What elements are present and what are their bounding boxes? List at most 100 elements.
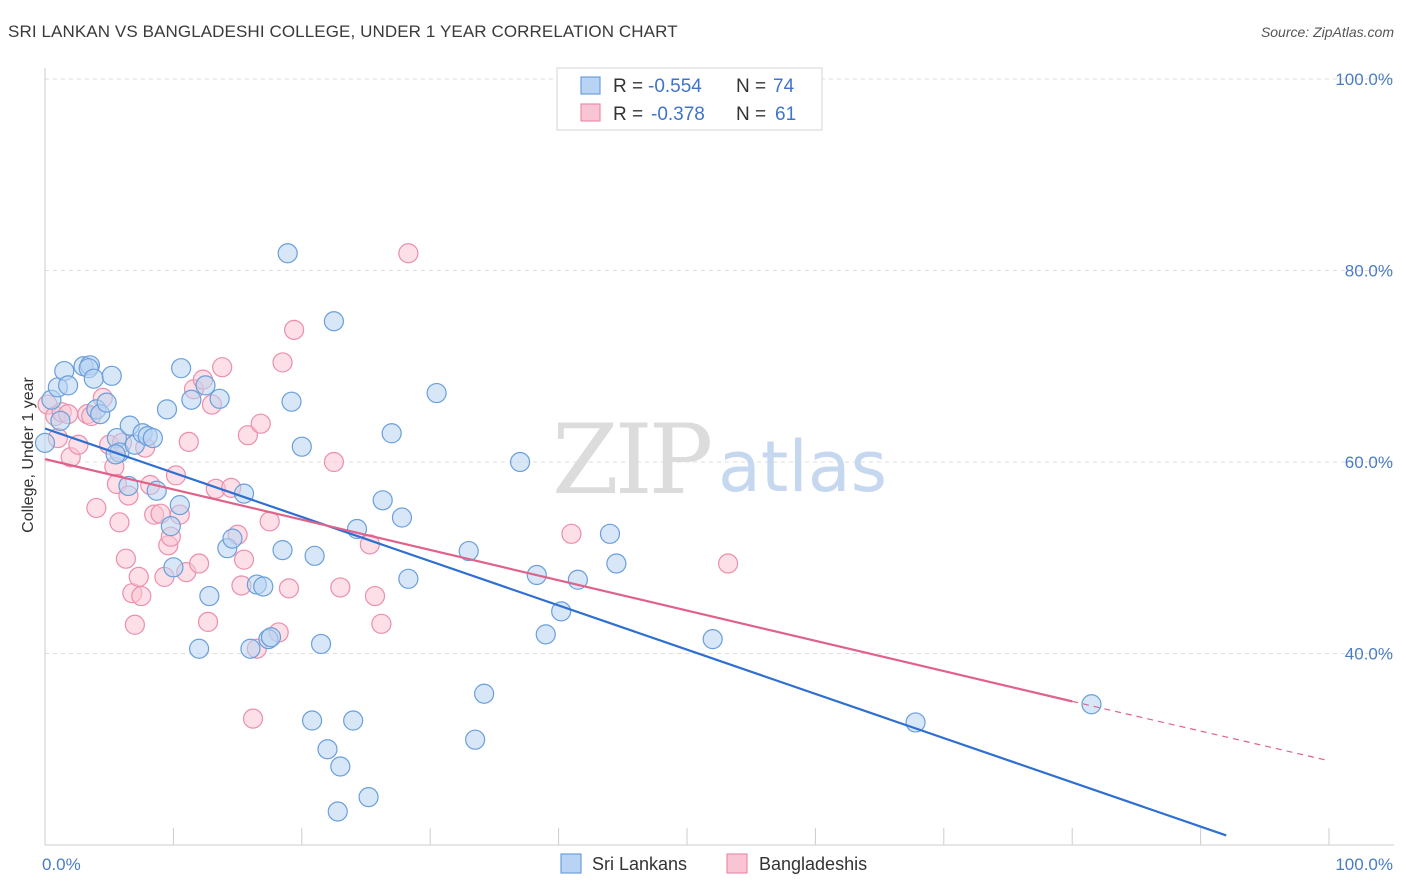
sri-lankans-point-11 (96, 392, 117, 413)
legend-r-label-sri-lankans: R = (613, 76, 643, 97)
bangladeshis-trend-extension (1072, 700, 1330, 762)
sri-lankans-trend-line (44, 427, 1227, 837)
legend-r-value-sri-lankans: -0.554 (648, 76, 702, 97)
legend-swatch-sri-lankans (580, 76, 601, 95)
sri-lankans-point-73 (105, 444, 126, 465)
bangladeshis-point-59 (561, 523, 582, 544)
sri-lankans-point-35 (240, 638, 261, 659)
sri-lankans-point-68 (606, 553, 627, 574)
bangladeshis-point-19 (124, 614, 145, 635)
bangladeshis-point-44 (237, 425, 258, 446)
y-tick-label-0: 100.0% (1335, 70, 1393, 89)
sri-lankans-point-69 (702, 629, 723, 650)
sri-lankans-point-12 (101, 365, 122, 386)
sri-lankans-point-0 (34, 432, 56, 453)
bangladeshis-point-47 (250, 413, 271, 434)
bangladeshis-point-20 (128, 566, 149, 588)
axes (44, 68, 1394, 846)
bangladeshis-point-34 (188, 553, 210, 574)
sri-lankans-point-45 (304, 545, 325, 566)
bangladeshis-point-50 (272, 352, 293, 373)
bangladeshis-trend-line (44, 458, 1073, 703)
sri-lankans-point-31 (209, 388, 230, 409)
sri-lankans-point-42 (281, 391, 302, 412)
sri-lankans-point-24 (163, 557, 184, 578)
bottom-legend-swatch-sri-lankans (560, 853, 582, 874)
sri-lankans-point-61 (474, 683, 495, 704)
sri-lankans-point-15 (118, 475, 139, 497)
x-tick-labels: 0.0% 100.0% (42, 855, 1393, 874)
watermark-zip: ZIP (552, 404, 711, 516)
sri-lankans-point-26 (171, 358, 192, 379)
sri-lankans-point-23 (160, 516, 181, 537)
x-tick-label-0: 0.0% (42, 855, 81, 874)
sri-lankans-point-28 (188, 638, 210, 659)
sri-lankans-point-22 (156, 399, 178, 420)
bangladeshis-point-39 (212, 357, 233, 378)
legend-n-label-bangladeshis: N = (736, 104, 766, 125)
watermark-atlas: atlas (718, 426, 887, 508)
sri-lankans-point-40 (272, 539, 293, 561)
bangladeshis-point-58 (398, 243, 419, 264)
sri-lankans-point-30 (199, 585, 220, 607)
sri-lankans-point-4 (58, 375, 79, 396)
sri-lankans-point-58 (426, 382, 447, 404)
sri-lankans-point-49 (327, 801, 348, 822)
bangladeshis-point-16 (115, 548, 136, 569)
y-tick-label-2: 60.0% (1345, 453, 1393, 472)
sri-lankans-point-44 (301, 710, 323, 731)
bangladeshis-point-60 (717, 553, 739, 574)
sri-lankans-point-27 (181, 389, 202, 410)
sri-lankans-point-59 (458, 540, 479, 562)
sri-lankans-point-25 (169, 494, 190, 516)
bangladeshis-point-51 (278, 578, 300, 599)
legend-n-value-sri-lankans: 74 (773, 76, 795, 97)
bangladeshis-point-54 (330, 577, 351, 598)
sri-lankans-point-47 (317, 739, 338, 760)
y-tick-label-1: 80.0% (1345, 262, 1393, 281)
bangladeshis-point-6 (68, 434, 89, 455)
sri-lankans-point-33 (222, 528, 243, 549)
legend-swatch-bangladeshis (580, 103, 601, 122)
bangladeshis-point-21 (131, 585, 152, 607)
sri-lankans-point-62 (509, 451, 531, 473)
sri-lankans-point-50 (330, 756, 351, 777)
sri-lankans-point-65 (551, 601, 572, 622)
sri-lankans-point-29 (195, 375, 216, 396)
legend-box (556, 67, 823, 131)
sri-lankans-point-46 (310, 633, 332, 655)
sri-lankans-points (34, 243, 1102, 822)
legend-n-value-bangladeshis: 61 (775, 104, 796, 125)
bottom-legend-label-sri-lankans: Sri Lankans (592, 854, 687, 874)
bottom-legend-label-bangladeshis: Bangladeshis (759, 854, 867, 874)
sri-lankans-point-72 (50, 410, 71, 431)
sri-lankans-point-43 (291, 436, 312, 457)
sri-lankans-point-64 (535, 624, 556, 645)
bangladeshis-point-57 (371, 613, 392, 634)
bangladeshis-point-14 (109, 512, 130, 533)
bangladeshis-point-9 (86, 497, 107, 519)
y-axis-label: College, Under 1 year (20, 377, 37, 533)
watermark: ZIP atlas (552, 404, 887, 516)
sri-lankans-point-57 (398, 568, 419, 589)
chart-title: SRI LANKAN VS BANGLADESHI COLLEGE, UNDER… (8, 22, 678, 41)
legend-n-label-sri-lankans: N = (736, 76, 766, 97)
chart-source: Source: ZipAtlas.com (1260, 24, 1394, 40)
x-tick-label-1: 100.0% (1335, 855, 1393, 874)
bangladeshis-point-43 (233, 549, 255, 570)
sri-lankans-point-53 (358, 787, 379, 808)
sri-lankans-point-51 (343, 710, 364, 731)
bangladeshis-point-52 (283, 319, 305, 340)
legend-r-value-bangladeshis: -0.378 (651, 104, 705, 125)
bangladeshis-point-36 (197, 611, 219, 633)
bangladeshis-point-45 (242, 708, 264, 729)
sri-lankans-point-55 (381, 423, 402, 444)
bangladeshis-point-32 (178, 431, 199, 452)
sri-lankans-point-54 (372, 490, 393, 511)
sri-lankans-point-56 (391, 507, 413, 528)
y-tick-label-3: 40.0% (1345, 645, 1393, 664)
series-legend: Sri Lankans Bangladeshis (560, 853, 867, 874)
correlation-legend: R = -0.554 N = 74 R = -0.378 N = 61 (556, 67, 823, 131)
sri-lankans-point-60 (465, 729, 486, 750)
